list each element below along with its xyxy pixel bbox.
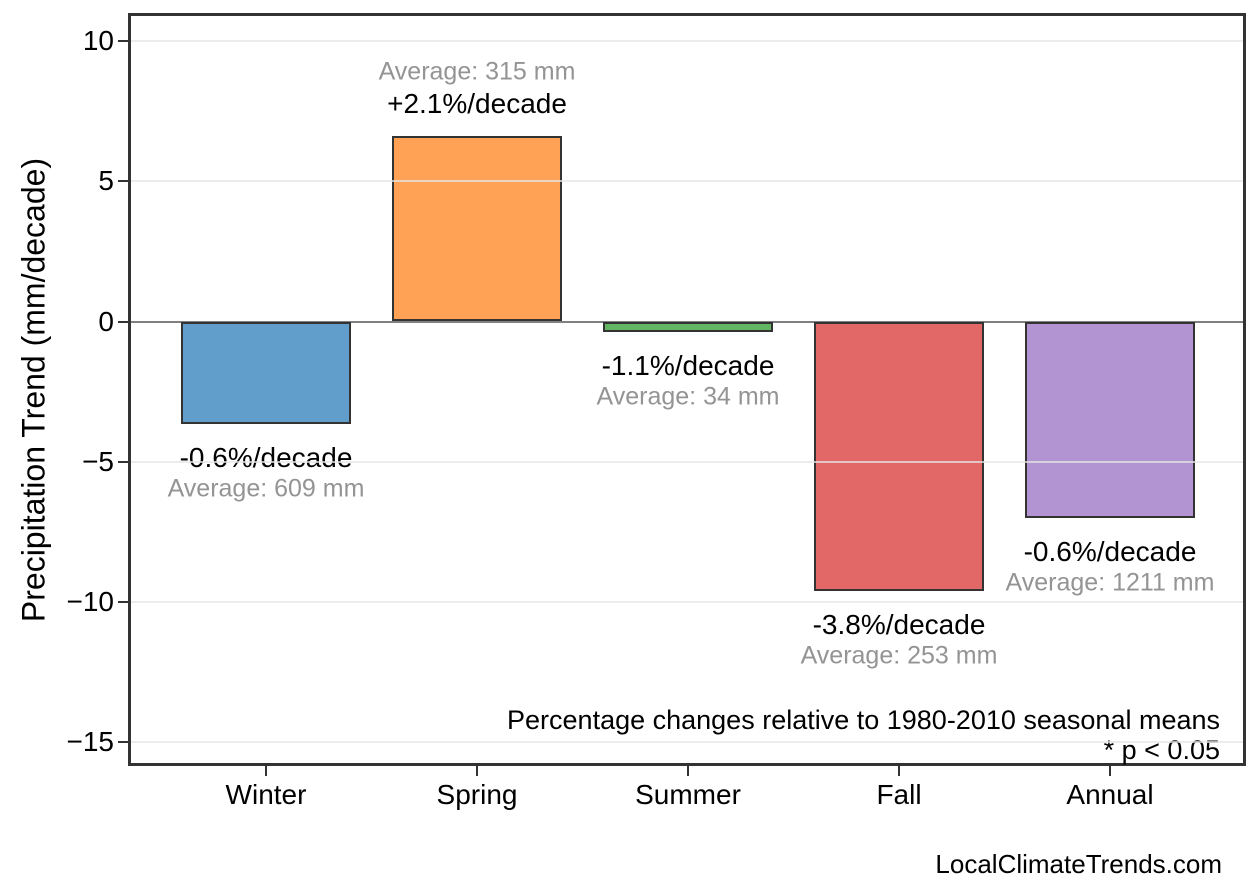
y-tick-10 [118, 40, 128, 42]
x-tick-label-fall: Fall [876, 779, 922, 810]
watermark-text: LocalClimateTrends.com [935, 849, 1222, 879]
average-label-summer: Average: 34 mm [596, 382, 780, 411]
trend-label-annual: -0.6%/decade [1023, 535, 1197, 567]
plot-area: Percentage changes relative to 1980-2010… [128, 13, 1246, 766]
average-label-fall: Average: 253 mm [800, 641, 998, 670]
x-tick-label-spring: Spring [436, 779, 518, 810]
average-label-annual: Average: 1211 mm [1005, 568, 1215, 597]
y-tick-label--10: −10 [66, 586, 115, 617]
gridline-y--10 [131, 601, 1243, 603]
trend-label-spring: +2.1%/decade [387, 88, 567, 120]
bar-winter [181, 321, 351, 424]
gridline-y--15 [131, 741, 1243, 744]
trend-label-summer: -1.1%/decade [601, 349, 775, 381]
x-tick-label-summer: Summer [635, 779, 741, 810]
gridline-y-5 [131, 180, 1243, 183]
trend-label-fall: -3.8%/decade [812, 608, 986, 640]
y-tick-label--5: −5 [82, 445, 114, 477]
y-tick-0 [118, 320, 128, 323]
bar-annual [1025, 321, 1195, 518]
x-tick-fall [898, 766, 900, 776]
gridline-y-10 [131, 40, 1243, 42]
y-tick-label-10: 10 [82, 25, 114, 56]
x-tick-winter [265, 766, 267, 776]
bar-fall [814, 321, 984, 591]
x-tick-label-winter: Winter [225, 779, 307, 810]
y-tick--10 [118, 601, 128, 603]
y-tick-label--15: −15 [66, 726, 115, 758]
average-label-winter: Average: 609 mm [167, 474, 365, 503]
y-tick-label-5: 5 [98, 165, 114, 197]
trend-label-winter: -0.6%/decade [179, 441, 353, 473]
y-tick-label-0: 0 [98, 305, 114, 337]
x-tick-label-annual: Annual [1066, 779, 1154, 810]
y-tick--15 [118, 741, 128, 744]
x-tick-annual [1109, 766, 1111, 776]
annotation-relative-means: Percentage changes relative to 1980-2010… [507, 705, 1220, 735]
x-tick-spring [476, 766, 478, 776]
x-tick-summer [687, 766, 689, 776]
bar-summer [603, 321, 773, 332]
annotation-p-value: * p < 0.05 [1103, 735, 1220, 765]
y-tick-5 [118, 180, 128, 183]
y-axis-title: Precipitation Trend (mm/decade) [15, 157, 52, 623]
y-tick--5 [118, 460, 128, 463]
bar-spring [392, 136, 562, 322]
average-label-spring: Average: 315 mm [378, 57, 576, 86]
